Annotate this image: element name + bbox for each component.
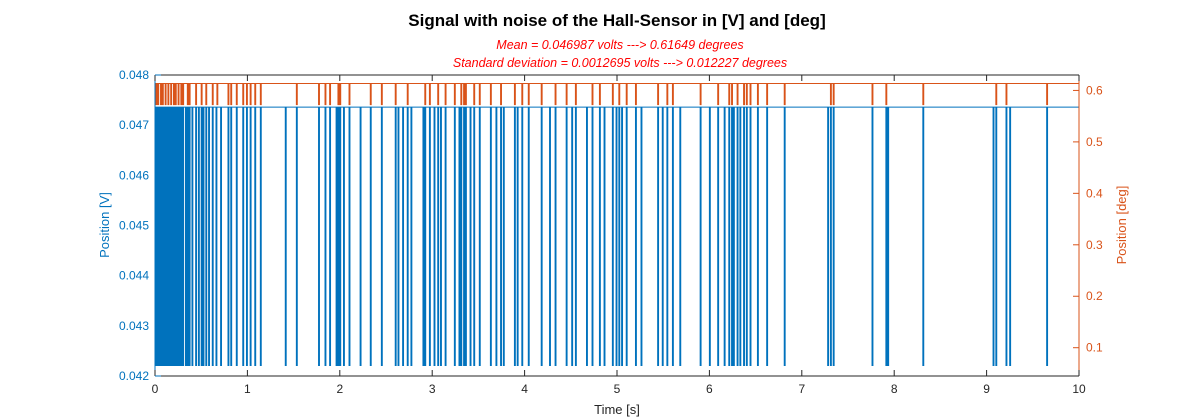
x-tick-label: 8 — [891, 382, 898, 396]
right-series-degrees — [155, 82, 1079, 106]
chart-subtitle-mean: Mean = 0.046987 volts ---> 0.61649 degre… — [496, 38, 743, 52]
y-tick-label-left: 0.047 — [119, 118, 149, 132]
x-axis-label: Time [s] — [594, 402, 640, 417]
x-tick-label: 10 — [1072, 382, 1086, 396]
x-tick-label: 9 — [983, 382, 990, 396]
y-tick-label-right: 0.6 — [1086, 83, 1103, 97]
y-tick-label-right: 0.4 — [1086, 186, 1103, 200]
y-tick-label-left: 0.046 — [119, 168, 149, 182]
y-tick-label-right: 0.5 — [1086, 135, 1103, 149]
y-tick-label-left: 0.043 — [119, 319, 149, 333]
x-tick-label: 6 — [706, 382, 713, 396]
x-tick-label: 3 — [429, 382, 436, 396]
chart-subtitle-std: Standard deviation = 0.0012695 volts ---… — [453, 56, 787, 70]
x-tick-label: 5 — [614, 382, 621, 396]
left-series-line — [155, 106, 1079, 366]
y-tick-label-right: 0.3 — [1086, 238, 1103, 252]
x-tick-label: 7 — [798, 382, 805, 396]
x-tick-label: 1 — [244, 382, 251, 396]
chart-title: Signal with noise of the Hall-Sensor in … — [408, 11, 825, 30]
y-tick-label-left: 0.042 — [119, 369, 149, 383]
y-tick-label-left: 0.048 — [119, 68, 149, 82]
left-series-voltage — [155, 106, 1079, 366]
y-tick-label-left: 0.045 — [119, 219, 149, 233]
y-axis-label-left: Position [V] — [97, 192, 112, 258]
x-tick-label: 0 — [152, 382, 159, 396]
y-axis-label-right: Position [deg] — [1114, 186, 1129, 265]
y-tick-label-right: 0.1 — [1086, 341, 1103, 355]
x-tick-label: 2 — [336, 382, 343, 396]
y-tick-label-right: 0.2 — [1086, 289, 1103, 303]
x-tick-label: 4 — [521, 382, 528, 396]
right-series-line — [155, 82, 1079, 106]
y-tick-label-left: 0.044 — [119, 269, 149, 283]
